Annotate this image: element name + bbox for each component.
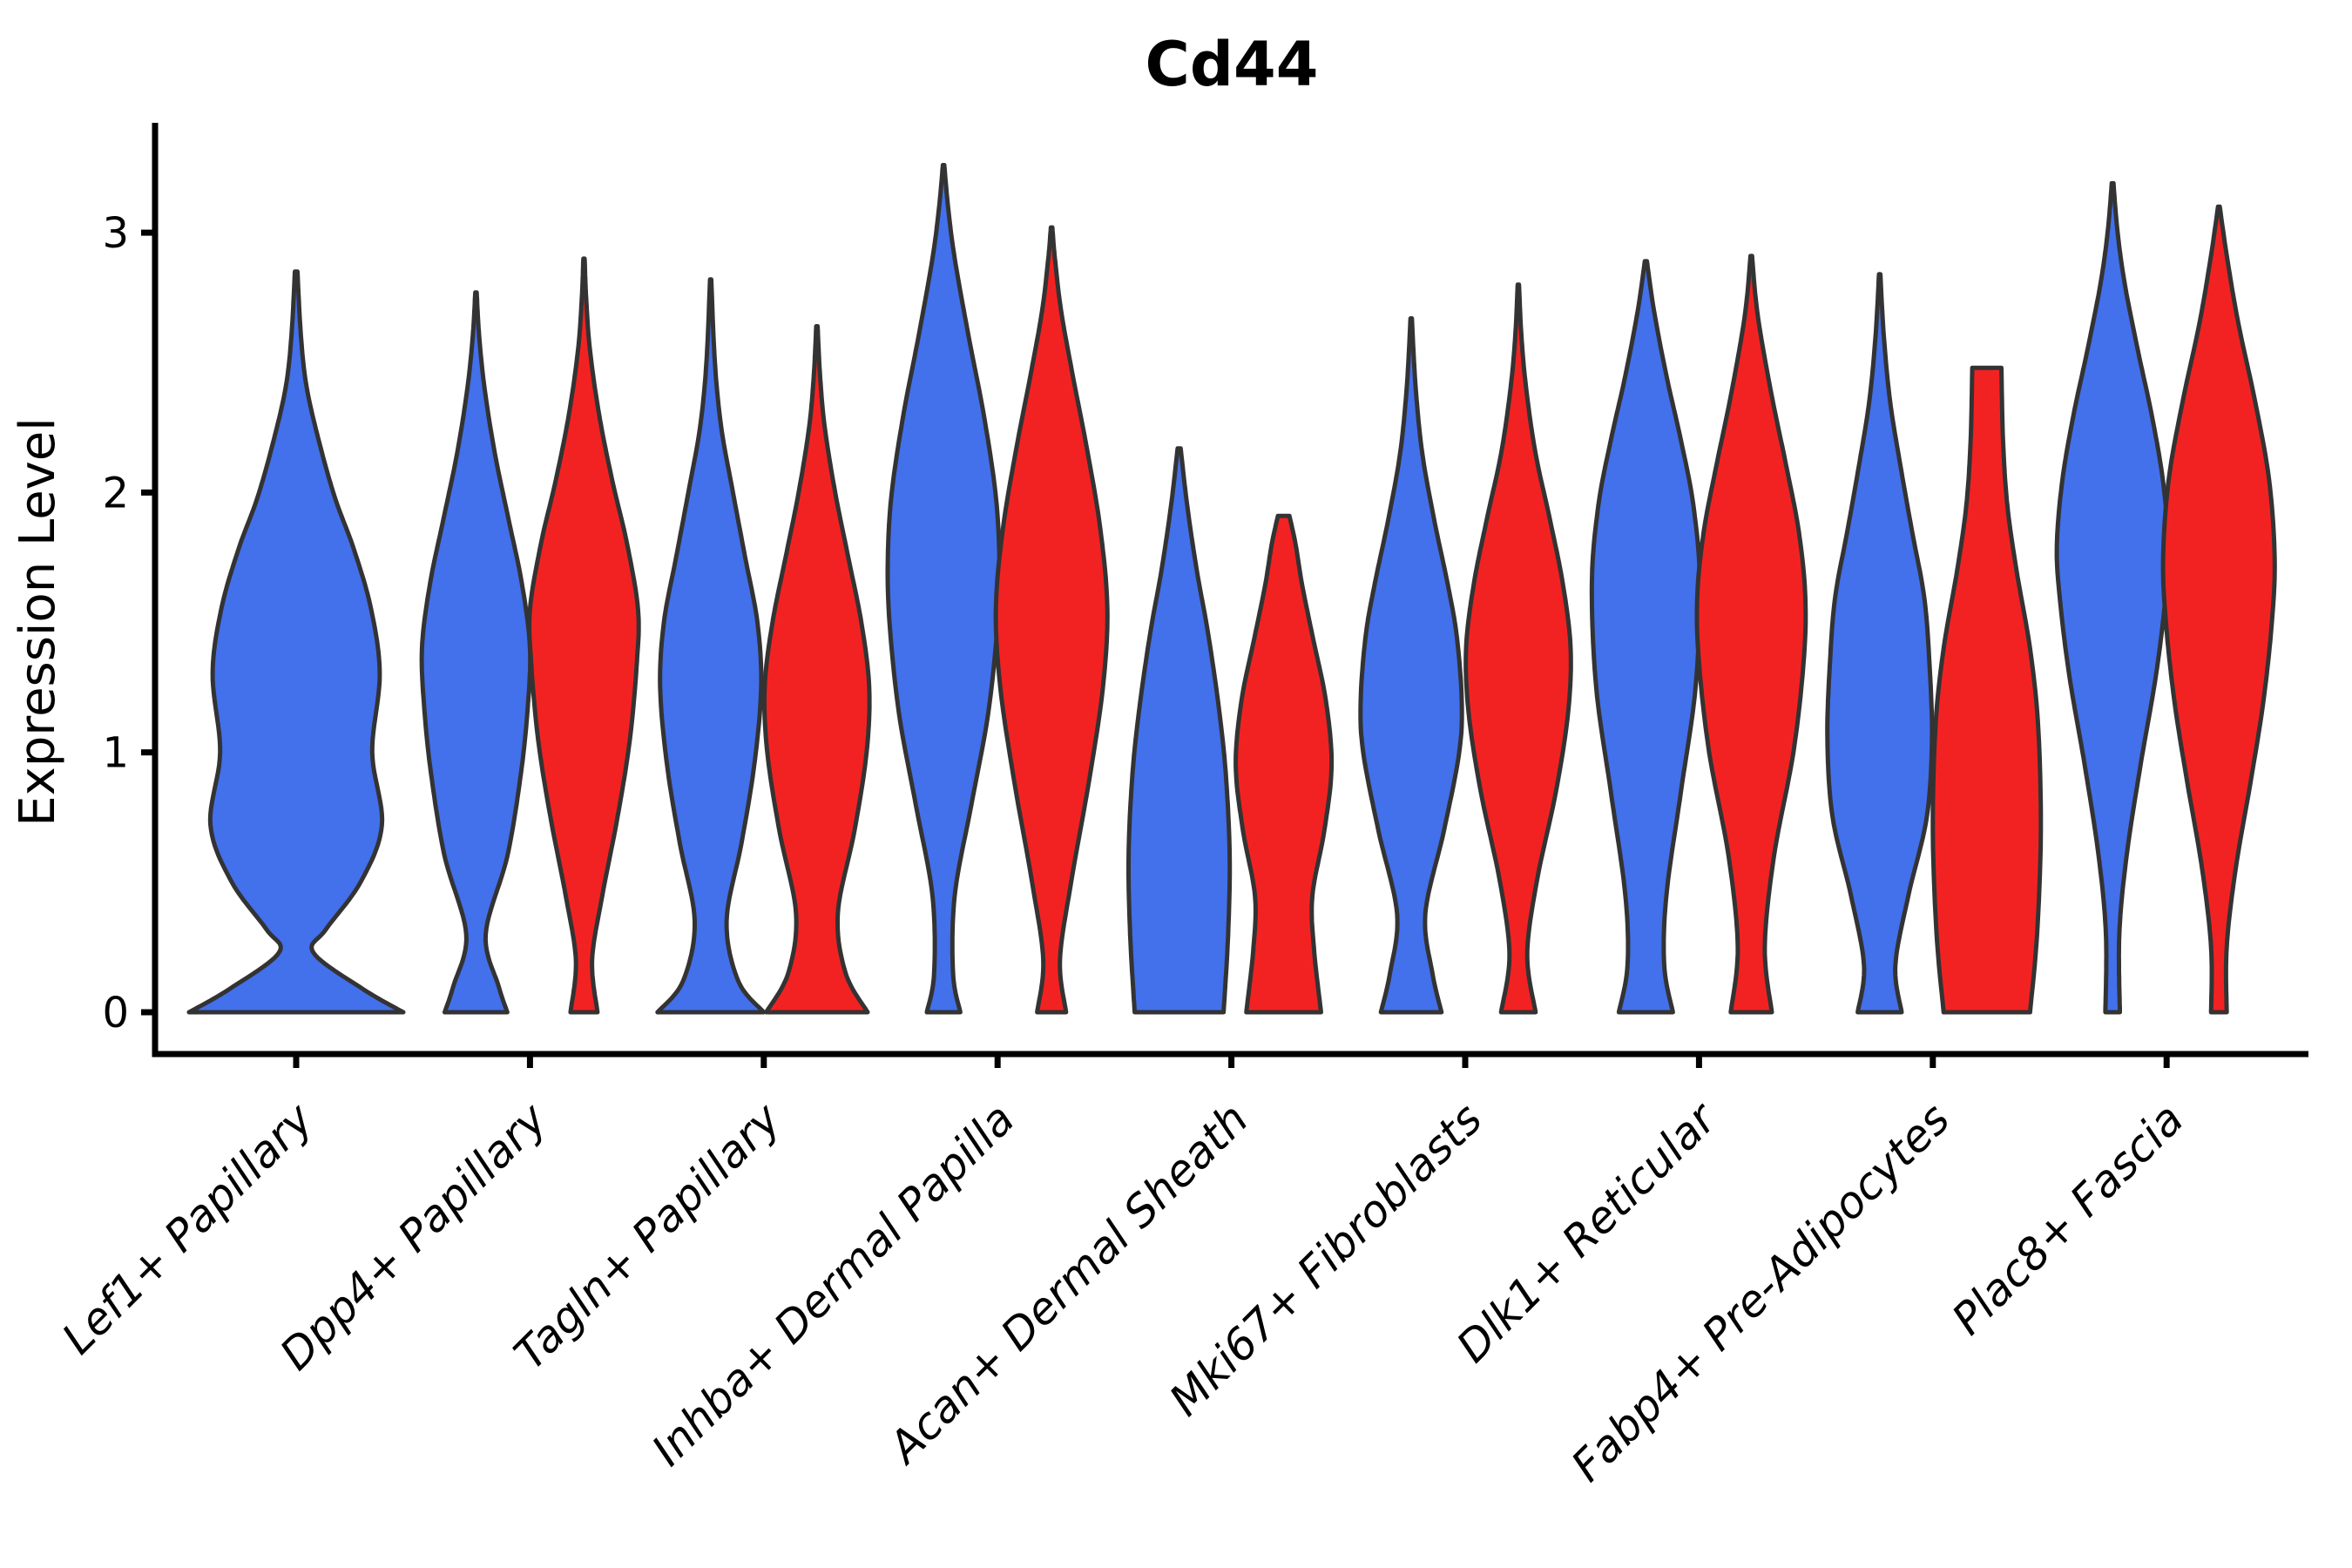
violin-inhba-dermal-papilla-blue — [885, 163, 1002, 1015]
x-tick-label-lef1-papillary: Lef1+ Papillary — [52, 1092, 323, 1363]
y-tick-labels: 0 1 2 3 — [102, 209, 129, 1037]
y-tick-label-3: 3 — [102, 209, 129, 258]
violin-lef1-papillary-blue — [186, 269, 406, 1015]
violin-dlk1-reticular-red — [1694, 253, 1808, 1015]
chart-title: Cd44 — [1146, 29, 1319, 100]
y-tick-label-0: 0 — [102, 989, 129, 1037]
violin-mki67-fibroblasts-red — [1463, 282, 1573, 1015]
violin-inhba-dermal-papilla-red — [993, 225, 1110, 1015]
violin-tagln-papillary-red — [762, 324, 872, 1015]
y-axis-label: Expression Level — [10, 417, 66, 827]
violin-plac8-fascia-red — [2160, 204, 2277, 1015]
violin-acan-dermal-sheath-red — [1233, 513, 1335, 1015]
violin-shapes — [186, 163, 2277, 1015]
axes — [141, 123, 2308, 1068]
violin-fabp4-pre-adipocytes-red — [1930, 365, 2044, 1015]
violin-plac8-fascia-blue — [2054, 180, 2171, 1015]
x-tick-label-dlk1-reticular: Dlk1+ Reticular — [1447, 1092, 1727, 1372]
x-tick-label-plac8-fascia: Plac8+ Fascia — [1943, 1093, 2193, 1344]
y-tick-label-2: 2 — [102, 469, 129, 517]
y-tick-label-1: 1 — [102, 729, 129, 778]
x-tick-label-fabp4-pre-adipocytes: Fabp4+ Pre-Adipocytes — [1562, 1093, 1960, 1491]
violin-fabp4-pre-adipocytes-blue — [1825, 272, 1935, 1015]
violin-tagln-papillary-blue — [655, 277, 767, 1015]
violin-dpp4-papillary-blue — [419, 290, 533, 1015]
violin-dpp4-papillary-red — [527, 256, 641, 1015]
violin-mki67-fibroblasts-blue — [1358, 316, 1464, 1015]
violin-dlk1-reticular-blue — [1589, 259, 1702, 1015]
violin-acan-dermal-sheath-blue — [1126, 446, 1233, 1015]
